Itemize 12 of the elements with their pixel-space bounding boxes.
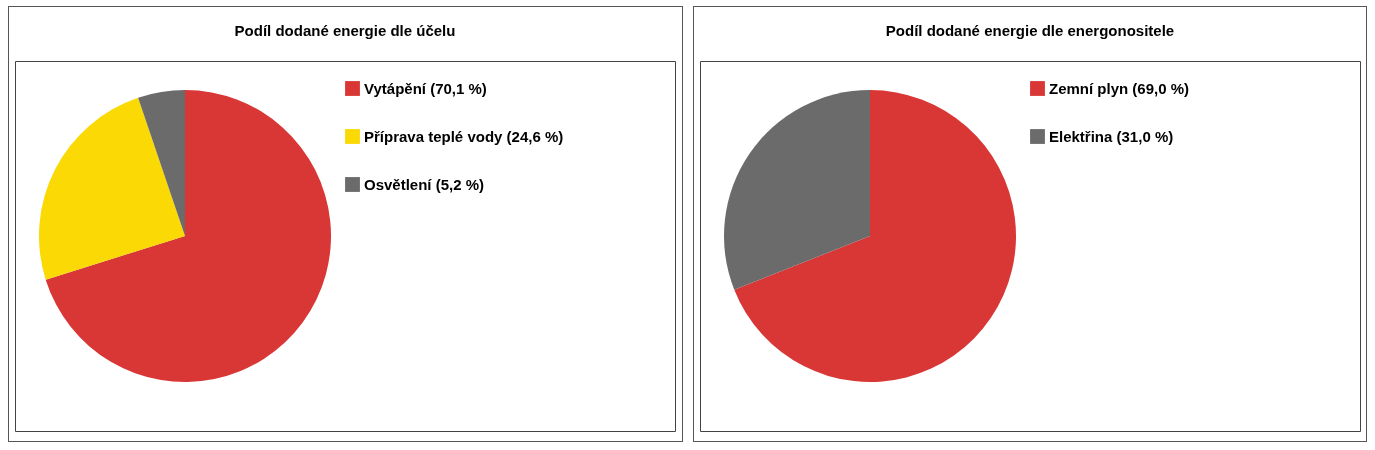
legend-label: Příprava teplé vody (24,6 %)	[364, 127, 564, 145]
pie-slice	[733, 90, 1016, 382]
legend-label: Elektřina (31,0 %)	[1048, 127, 1173, 145]
chart-title: Podíl dodané energie dle energonositele	[885, 22, 1174, 39]
legend-label: Osvětlení (5,2 %)	[364, 175, 485, 193]
pie-slice	[39, 97, 185, 280]
pie-slice	[45, 90, 331, 382]
pie-slice	[723, 90, 870, 290]
legend-label: Zemní plyn (69,0 %)	[1048, 79, 1189, 97]
chart-title: Podíl dodané energie dle účelu	[234, 22, 456, 39]
legend-label: Vytápění (70,1 %)	[364, 79, 487, 97]
pie-slice	[138, 90, 185, 236]
